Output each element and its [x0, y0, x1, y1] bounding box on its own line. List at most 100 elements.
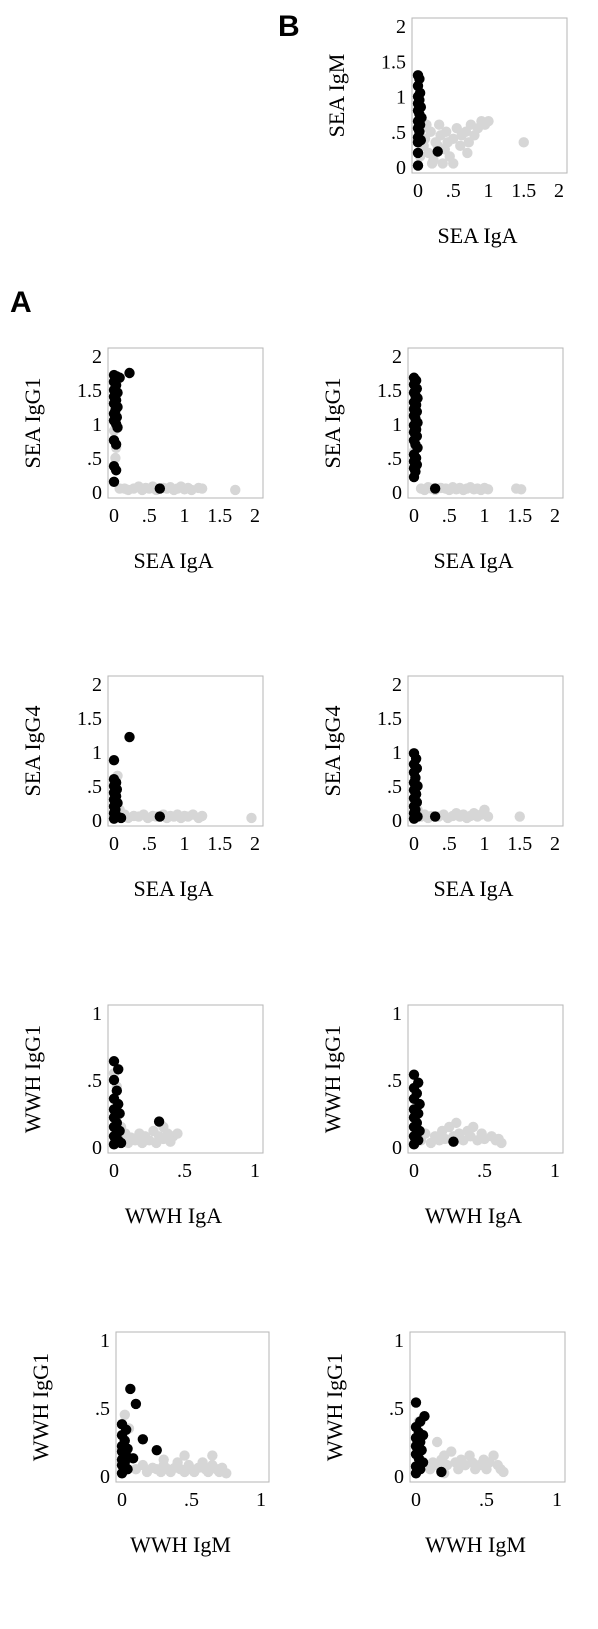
data-point	[172, 1128, 183, 1139]
x-tick-label: 1.5	[507, 505, 532, 527]
x-axis-label: SEA IgA	[433, 548, 513, 573]
x-tick-label: 0	[409, 1160, 419, 1182]
y-tick-label: 1	[392, 1003, 402, 1025]
data-point	[462, 147, 473, 159]
light-point-series	[415, 1117, 507, 1149]
x-tick-label: 0	[109, 505, 119, 527]
data-point	[518, 137, 529, 148]
data-point	[408, 813, 420, 824]
x-tick-label: 2	[554, 180, 564, 202]
y-tick-label: 1.5	[381, 51, 406, 73]
y-tick-label: 0	[92, 482, 102, 504]
data-point	[448, 158, 459, 169]
data-point	[230, 484, 241, 496]
data-point	[110, 439, 122, 450]
data-point	[137, 1434, 149, 1445]
y-tick-label: 0	[92, 1137, 102, 1159]
x-axis-label: SEA IgA	[437, 223, 517, 248]
data-point	[111, 1085, 123, 1096]
x-tick-label: 1	[552, 1489, 562, 1511]
data-point	[196, 810, 208, 822]
y-axis-label: SEA IgG1	[320, 377, 345, 468]
data-point	[127, 1453, 139, 1464]
x-axis-label: SEA IgA	[433, 876, 513, 901]
scatter-plot-a1: 0 .5 1 1.5 2 0 .5 1 1.5 2 SEA IgA SEA IgG1	[20, 346, 264, 573]
scatter-plot-a5: 0 .5 1 0 .5 1 WWH IgA WWH IgG1	[20, 1003, 264, 1228]
x-tick-label: .5	[446, 180, 461, 202]
y-tick-label: 1	[92, 414, 102, 436]
y-tick-label: 2	[92, 346, 102, 368]
data-point	[410, 1397, 422, 1408]
plot-frame	[115, 1331, 270, 1483]
data-point	[153, 1116, 165, 1127]
x-tick-label: 0	[117, 1489, 127, 1511]
light-point-series	[108, 770, 257, 824]
data-point	[515, 484, 527, 495]
scatter-plot-a7: 0 .5 1 0 .5 1 WWH IgM WWH IgG1	[28, 1330, 270, 1557]
scatter-plot-a3: 0 .5 1 1.5 2 0 .5 1 1.5 2 SEA IgA SEA IgG4	[20, 674, 264, 901]
data-point	[130, 1398, 142, 1410]
data-point	[412, 137, 424, 148]
y-tick-label: .5	[387, 448, 402, 470]
y-tick-label: 2	[392, 346, 402, 368]
data-point	[431, 1436, 443, 1448]
data-point	[412, 160, 424, 171]
scatter-plot-a8: 0 .5 1 0 .5 1 WWH IgM WWH IgG1	[322, 1330, 566, 1557]
filled-point-series	[408, 372, 441, 494]
x-tick-label: 0	[409, 833, 419, 855]
y-tick-label: 1.5	[77, 708, 102, 730]
x-axis-label: WWH IgM	[130, 1532, 231, 1557]
data-point	[115, 812, 127, 824]
data-point	[436, 1466, 447, 1478]
data-point	[493, 1133, 504, 1145]
x-tick-label: 1.5	[207, 833, 232, 855]
x-tick-label: .5	[442, 833, 457, 855]
data-point	[196, 483, 208, 494]
x-axis-label: WWH IgA	[425, 1203, 522, 1228]
filled-point-series	[108, 367, 166, 494]
y-tick-label: .5	[87, 448, 102, 470]
light-point-series	[408, 446, 527, 496]
data-point	[437, 158, 448, 169]
y-tick-label: 1.5	[77, 380, 102, 402]
filled-point-series	[412, 70, 443, 171]
panel-label-a: A	[10, 286, 32, 319]
y-tick-label: 0	[392, 1137, 402, 1159]
y-tick-label: .5	[391, 122, 406, 144]
x-tick-label: .5	[442, 505, 457, 527]
y-tick-label: 0	[394, 1466, 404, 1488]
x-tick-label: 0	[409, 505, 419, 527]
data-point	[482, 484, 494, 495]
x-tick-label: .5	[142, 833, 157, 855]
y-tick-label: 1.5	[377, 708, 402, 730]
y-tick-label: 1	[92, 742, 102, 764]
y-tick-label: .5	[387, 776, 402, 798]
y-tick-label: .5	[87, 1070, 102, 1092]
x-axis-label: WWH IgA	[125, 1203, 222, 1228]
data-point	[488, 1450, 499, 1461]
data-point	[408, 1139, 420, 1150]
data-point	[179, 1450, 190, 1461]
data-point	[433, 119, 445, 130]
x-tick-label: 2	[250, 833, 260, 855]
y-axis-label: SEA IgG1	[20, 377, 45, 468]
data-point	[410, 1468, 422, 1479]
x-tick-label: .5	[142, 505, 157, 527]
y-axis-label: WWH IgG1	[322, 1353, 347, 1461]
x-axis-label: SEA IgA	[133, 876, 213, 901]
light-point-series	[413, 1416, 509, 1479]
data-point	[482, 811, 494, 822]
plot-frame	[107, 347, 264, 499]
data-point	[468, 1121, 479, 1133]
plot-frame	[407, 347, 564, 499]
data-point	[426, 158, 438, 169]
data-point	[119, 1409, 130, 1421]
data-point	[113, 1064, 124, 1075]
data-point	[124, 367, 135, 379]
x-tick-label: 1	[480, 833, 490, 855]
filled-point-series	[108, 731, 166, 824]
light-point-series	[108, 378, 241, 496]
data-point	[110, 452, 121, 464]
y-axis-label: SEA IgG4	[20, 705, 45, 796]
